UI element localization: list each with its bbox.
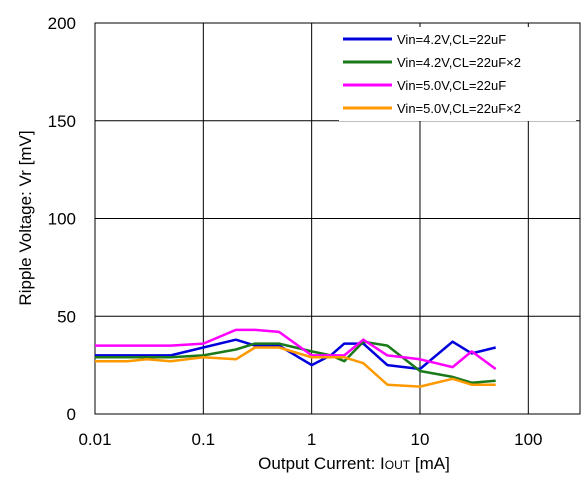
y-tick-label: 50 (57, 307, 76, 326)
x-tick-label: 10 (411, 430, 430, 449)
x-axis-label-unit: [mA] (410, 454, 450, 473)
legend-background (339, 27, 576, 121)
legend-entry-label: Vin=4.2V,CL=22uF×2 (397, 55, 521, 70)
series-line-3 (95, 328, 497, 371)
y-tick-label: 200 (48, 14, 76, 33)
x-tick-label: 0.1 (192, 430, 216, 449)
series-line-1 (95, 338, 496, 371)
series-line-4 (95, 346, 496, 388)
y-tick-label: 150 (48, 112, 76, 131)
x-axis-label-main: Output Current: I (258, 454, 385, 473)
x-axis-label: Output Current: IOUT [mA] (258, 454, 450, 473)
x-axis-label-subscript: OUT (385, 458, 411, 472)
legend-entry-label: Vin=5.0V,CL=22uF×2 (397, 101, 521, 116)
legend: Vin=4.2V,CL=22uF Vin=4.2V,CL=22uF×2 Vin=5.… (339, 27, 576, 121)
x-tick-label: 100 (514, 430, 542, 449)
y-tick-label: 100 (48, 210, 76, 229)
x-tick-label: 1 (307, 430, 316, 449)
y-axis-label: Ripple Voltage: Vr [mV] (16, 130, 35, 305)
series-line-2 (95, 340, 496, 384)
legend-entry-label: Vin=4.2V,CL=22uF (397, 32, 506, 47)
legend-entry-label: Vin=5.0V,CL=22uF (397, 78, 506, 93)
y-tick-label: 0 (67, 405, 76, 424)
x-tick-label: 0.01 (78, 430, 111, 449)
tick-labels: 0.01 0.1 1 10 100 0 50 100 150 200 (48, 14, 543, 449)
series-lines (95, 328, 497, 388)
